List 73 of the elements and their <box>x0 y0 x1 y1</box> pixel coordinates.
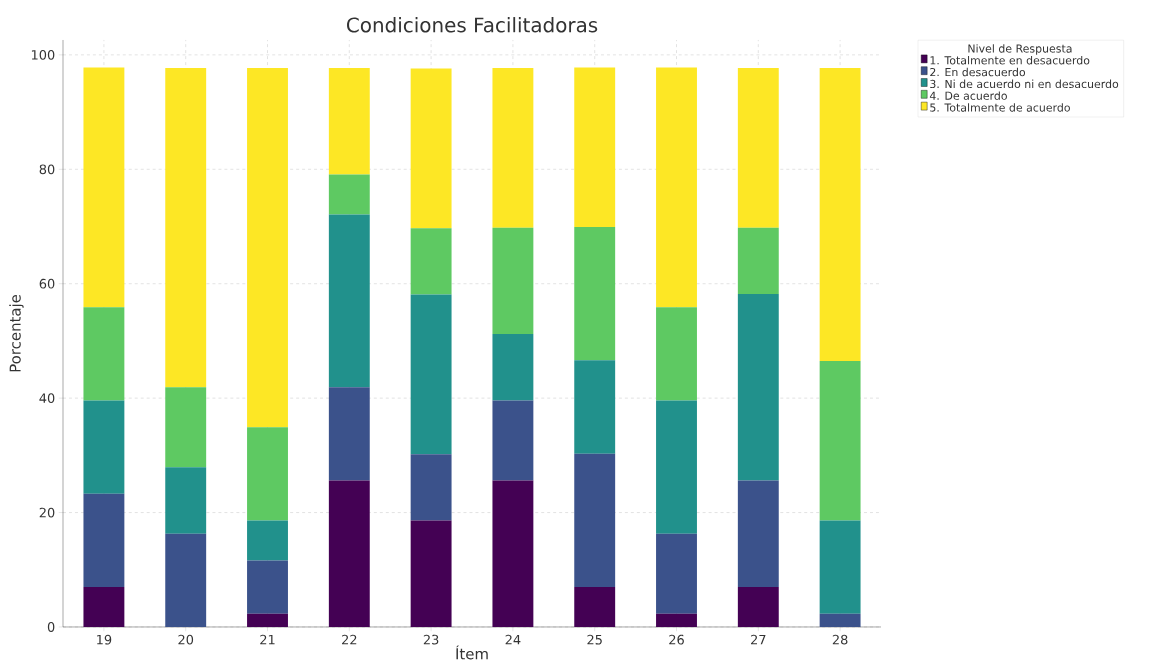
x-tick-label: 21 <box>260 634 275 645</box>
y-tick-label: 20 <box>39 507 55 518</box>
bar <box>656 307 697 401</box>
bar <box>492 400 534 481</box>
bar <box>410 68 452 229</box>
x-tick-label: 25 <box>587 634 602 645</box>
x-tick-label: 26 <box>669 634 684 645</box>
bar <box>574 453 616 588</box>
bar <box>737 587 779 628</box>
x-tick-label: 27 <box>751 634 766 645</box>
bar <box>83 493 125 588</box>
bar <box>819 520 861 614</box>
bar <box>574 587 616 628</box>
x-axis-title: Ítem <box>456 645 488 660</box>
bar <box>574 227 616 361</box>
bar <box>410 294 452 455</box>
legend-label: 1. Totalmente en desacuerdo <box>930 56 1090 65</box>
bar <box>410 454 452 521</box>
bar <box>574 360 616 454</box>
bar <box>492 227 534 335</box>
y-tick-label: 60 <box>39 278 55 289</box>
bar <box>656 533 697 614</box>
legend-label: 3. Ni de acuerdo ni en desacuerdo <box>930 79 1119 89</box>
x-tick-label: 20 <box>178 634 194 645</box>
bar <box>83 587 125 628</box>
y-axis-title: Porcentaje <box>9 295 24 372</box>
bar <box>737 480 779 588</box>
bar <box>247 68 288 428</box>
x-tick-label: 19 <box>97 634 112 645</box>
bar <box>165 68 207 388</box>
bar <box>165 533 207 628</box>
bar <box>328 387 370 481</box>
bar <box>819 68 861 362</box>
x-tick-label: 23 <box>423 634 439 645</box>
bar <box>819 613 861 628</box>
bar <box>737 227 779 295</box>
y-tick-label: 80 <box>39 164 55 175</box>
y-tick-label: 100 <box>31 50 55 60</box>
legend-label: 4. De acuerdo <box>929 91 1007 100</box>
bar <box>165 467 207 534</box>
x-tick-label: 28 <box>832 634 848 645</box>
bar <box>492 480 534 628</box>
bar <box>656 613 697 628</box>
legend-title: Nivel de Respuesta <box>968 44 1072 55</box>
bar <box>83 307 125 401</box>
bar <box>328 68 370 175</box>
bar <box>247 427 288 521</box>
legend-label: 2. En desacuerdo <box>930 67 1026 77</box>
y-tick-label: 0 <box>47 622 55 632</box>
y-tick-label: 40 <box>39 393 55 404</box>
bar <box>819 361 861 521</box>
bar <box>574 67 616 228</box>
bar <box>83 400 125 494</box>
bar <box>247 613 288 628</box>
x-tick-label: 24 <box>505 634 521 645</box>
bar <box>247 520 288 561</box>
bar <box>83 67 125 308</box>
bar <box>656 67 697 308</box>
bar <box>328 480 370 628</box>
bar <box>328 214 370 388</box>
x-tick-label: 22 <box>342 634 357 645</box>
bar <box>656 400 697 534</box>
bar <box>410 520 452 628</box>
bar <box>247 560 288 614</box>
bar <box>328 174 370 215</box>
bar <box>737 294 779 481</box>
bar <box>410 228 452 295</box>
chart-title: Condiciones Facilitadoras <box>347 17 598 33</box>
bar <box>492 334 534 401</box>
bar <box>165 387 207 468</box>
legend-label: 5. Totalmente de acuerdo <box>930 103 1070 112</box>
bar <box>492 68 534 228</box>
bar <box>737 68 779 228</box>
